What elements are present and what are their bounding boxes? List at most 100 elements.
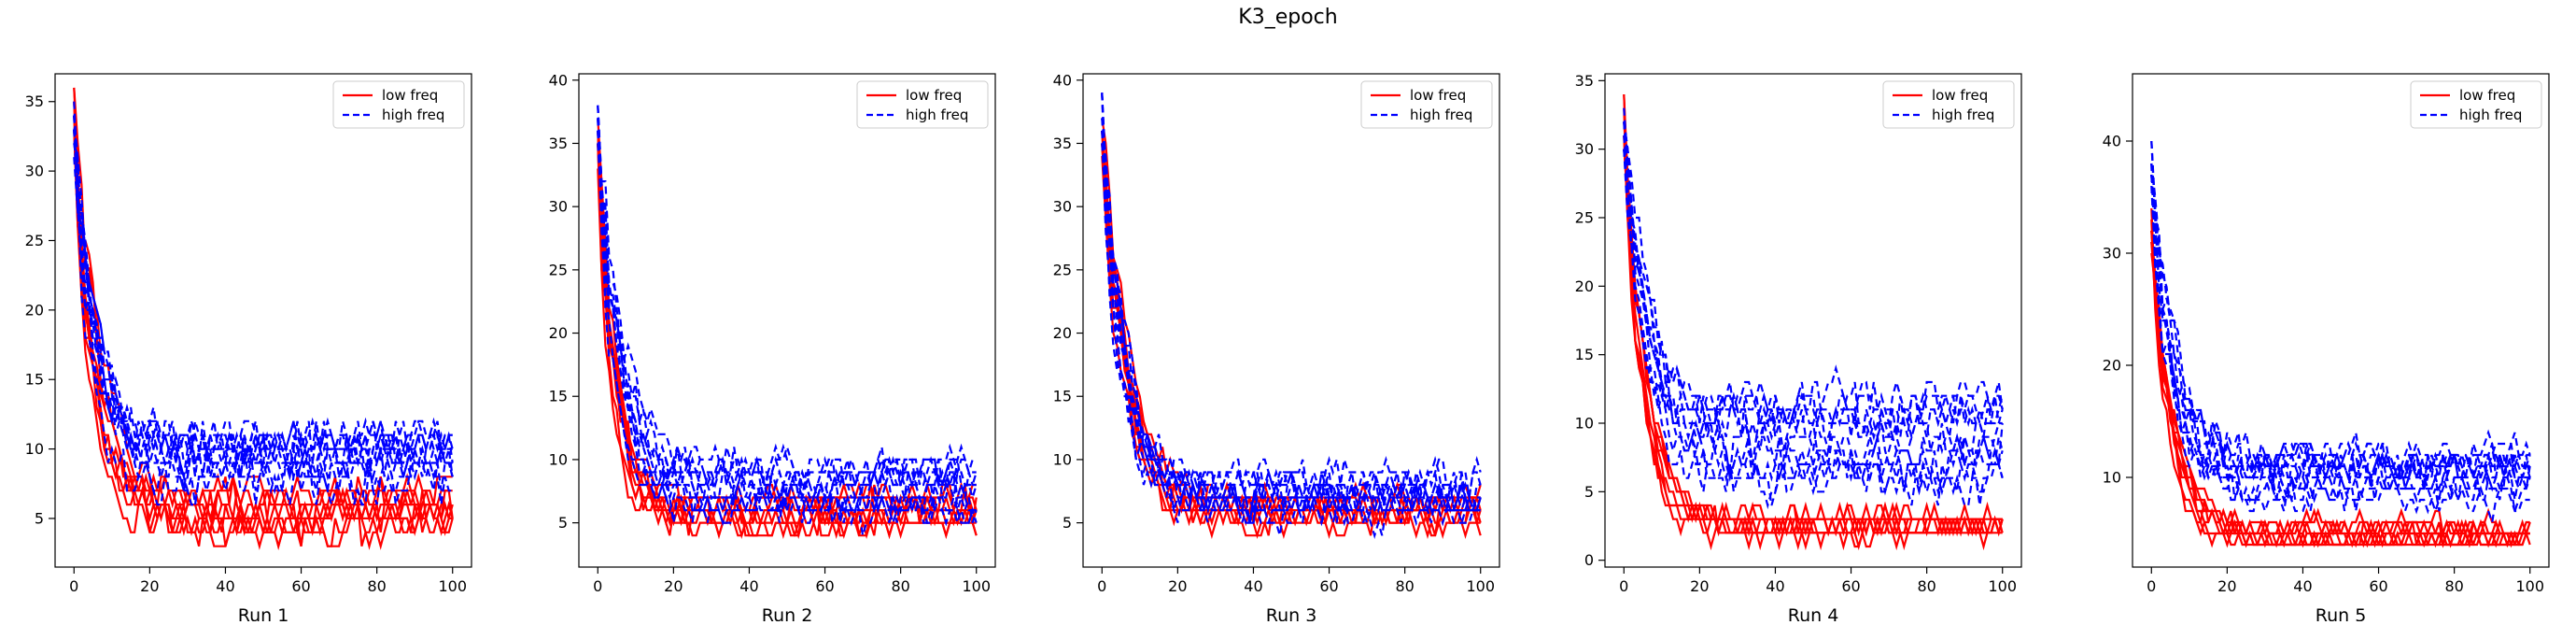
legend: low freq high freq bbox=[856, 80, 989, 129]
x-tick-label: 100 bbox=[1466, 577, 1495, 595]
high-freq-line-9 bbox=[73, 143, 454, 495]
y-tick-label: 15 bbox=[549, 388, 568, 405]
legend-box bbox=[1882, 80, 2015, 129]
y-tick-label: 5 bbox=[1063, 514, 1072, 532]
high-freq-line-2 bbox=[1101, 143, 1482, 502]
x-tick-label: 0 bbox=[593, 577, 602, 595]
high-freq-line-8 bbox=[73, 129, 453, 481]
figure-title: K3_epoch bbox=[1238, 6, 1338, 29]
high-freq-line-5 bbox=[597, 105, 977, 514]
axes-frame bbox=[1082, 73, 1500, 568]
x-tick-label: 80 bbox=[1395, 577, 1414, 595]
y-tick-label: 15 bbox=[1053, 388, 1072, 405]
x-tick-label: 60 bbox=[2369, 577, 2387, 595]
x-tick-label: 80 bbox=[891, 577, 909, 595]
legend-label-1: low freq bbox=[1932, 87, 1988, 104]
subplot-4: 0 20 40 60 80 100 0 5 10 15 20 25 30 35 Run 4 low freq h… bbox=[1575, 72, 2022, 625]
low-freq-line-7 bbox=[73, 129, 453, 536]
y-tick-label: 35 bbox=[1575, 72, 1594, 90]
x-tick-label: 100 bbox=[1988, 577, 2017, 595]
legend: low freq high freq bbox=[2410, 80, 2542, 129]
legend-box bbox=[856, 80, 989, 129]
y-tick-label: 20 bbox=[25, 301, 44, 319]
x-tick-label: 40 bbox=[1766, 577, 1784, 595]
x-tick-label: 20 bbox=[2217, 577, 2236, 595]
high-freq-line-5 bbox=[1101, 92, 1482, 523]
axes-frame bbox=[1604, 73, 2022, 568]
y-tick-label: 25 bbox=[549, 261, 568, 278]
high-freq-line-5 bbox=[2150, 174, 2531, 523]
high-freq-line-10 bbox=[1623, 149, 2004, 510]
legend-label-1: low freq bbox=[382, 87, 438, 104]
legend-label-2: high freq bbox=[1410, 107, 1472, 123]
y-tick-label: 30 bbox=[1575, 140, 1594, 158]
legend-label-2: high freq bbox=[2459, 107, 2522, 123]
y-tick-label: 0 bbox=[1584, 551, 1594, 569]
high-freq-line-9 bbox=[2150, 163, 2531, 490]
y-tick-label: 5 bbox=[558, 514, 568, 532]
x-tick-label: 40 bbox=[739, 577, 758, 595]
x-tick-label: 60 bbox=[1319, 577, 1338, 595]
y-tick-label: 10 bbox=[25, 440, 44, 458]
y-tick-label: 20 bbox=[1575, 277, 1594, 295]
legend: low freq high freq bbox=[1360, 80, 1493, 129]
legend: low freq high freq bbox=[332, 80, 465, 129]
high-freq-line-5 bbox=[1623, 149, 2004, 496]
high-freq-line-6 bbox=[2150, 174, 2530, 481]
y-tick-label: 5 bbox=[1584, 483, 1594, 501]
high-freq-line-4 bbox=[597, 118, 977, 502]
legend-box bbox=[1360, 80, 1493, 129]
high-freq-line-7 bbox=[597, 130, 977, 502]
high-freq-line-9 bbox=[1623, 121, 2004, 451]
high-freq-line-1 bbox=[2150, 163, 2530, 512]
axes-frame bbox=[578, 73, 996, 568]
high-freq-line-10 bbox=[597, 105, 977, 499]
legend-label-2: high freq bbox=[1932, 107, 1994, 123]
legend: low freq high freq bbox=[1882, 80, 2015, 129]
low-freq-line-5 bbox=[597, 143, 977, 527]
y-tick-label: 25 bbox=[1575, 209, 1594, 227]
low-freq-line-8 bbox=[597, 143, 978, 540]
series-lines bbox=[597, 105, 978, 540]
y-tick-label: 30 bbox=[1053, 198, 1072, 216]
high-freq-line-10 bbox=[2150, 174, 2531, 492]
subplot-1: 0 20 40 60 80 100 5 10 15 20 25 30 35 Run 1 low freq hi… bbox=[25, 73, 472, 625]
x-tick-label: 40 bbox=[1244, 577, 1262, 595]
low-freq-line-2 bbox=[1623, 93, 2004, 537]
high-freq-line-6 bbox=[1101, 130, 1482, 514]
low-freq-line-4 bbox=[597, 143, 977, 527]
series-lines bbox=[1101, 92, 1482, 540]
high-freq-line-3 bbox=[2150, 140, 2530, 490]
x-tick-label: 80 bbox=[2444, 577, 2463, 595]
high-freq-line-4 bbox=[73, 115, 454, 477]
high-freq-line-4 bbox=[1623, 149, 2004, 478]
x-axis-label: Run 2 bbox=[762, 605, 813, 621]
y-tick-label: 20 bbox=[2103, 357, 2121, 375]
low-freq-line-6 bbox=[1623, 135, 2004, 551]
y-tick-label: 35 bbox=[25, 92, 44, 110]
y-tick-label: 10 bbox=[1575, 415, 1594, 433]
legend-label-2: high freq bbox=[382, 107, 444, 123]
x-axis-label: Run 3 bbox=[1266, 605, 1317, 621]
low-freq-line-8 bbox=[73, 101, 454, 536]
high-freq-line-6 bbox=[597, 143, 977, 527]
legend-label-1: low freq bbox=[906, 87, 962, 104]
x-tick-label: 20 bbox=[664, 577, 683, 595]
x-tick-label: 0 bbox=[69, 577, 78, 595]
y-tick-label: 20 bbox=[549, 324, 568, 342]
high-freq-line-7 bbox=[1101, 92, 1482, 514]
x-tick-label: 0 bbox=[2147, 577, 2156, 595]
y-tick-label: 10 bbox=[1053, 450, 1072, 468]
x-tick-label: 40 bbox=[2293, 577, 2312, 595]
x-tick-label: 60 bbox=[291, 577, 310, 595]
y-tick-label: 40 bbox=[2103, 133, 2121, 150]
x-tick-label: 40 bbox=[216, 577, 234, 595]
low-freq-line-5 bbox=[73, 115, 453, 523]
x-axis-label: Run 5 bbox=[2316, 605, 2367, 621]
low-freq-line-7 bbox=[1623, 149, 2003, 551]
high-freq-line-9 bbox=[597, 130, 978, 511]
